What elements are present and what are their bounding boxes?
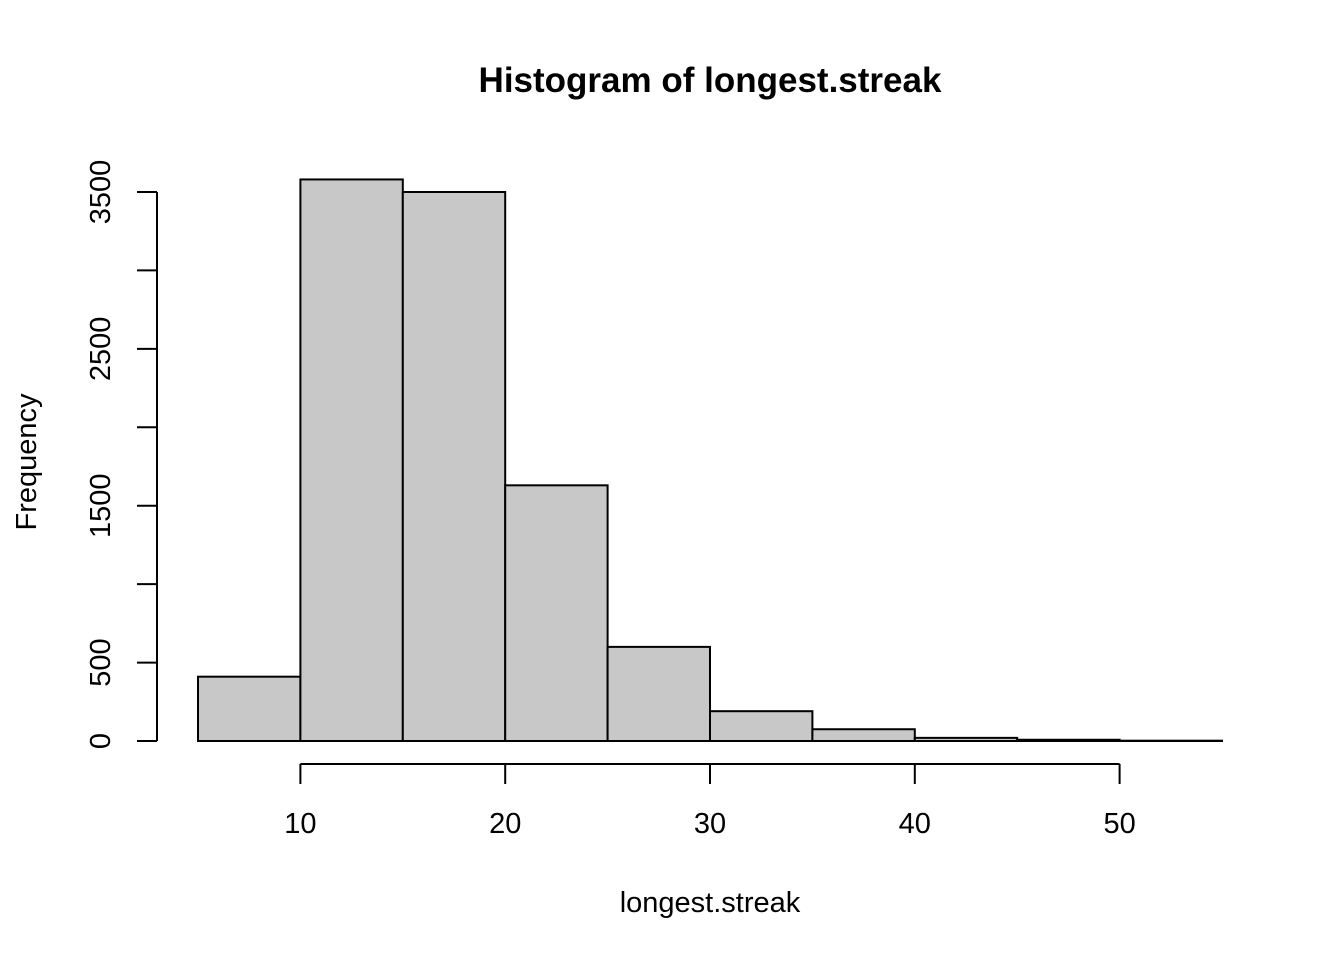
- histogram-bar-8: [1016, 738, 1121, 742]
- histogram-bar-0: [197, 675, 302, 743]
- x-tick-label-4: 50: [1103, 808, 1135, 840]
- histogram-bar-6: [811, 728, 916, 743]
- x-axis-label: longest.streak: [620, 887, 801, 919]
- y-axis: 0 500 1500 2500 3500: [85, 160, 158, 749]
- x-tick-label-0: 10: [284, 808, 316, 840]
- histogram-bar-3: [504, 484, 609, 742]
- histogram-bar-7: [913, 736, 1019, 742]
- y-tick-label-7: 3500: [85, 160, 117, 225]
- x-tick-label-2: 30: [694, 808, 726, 840]
- y-axis-label: Frequency: [11, 393, 43, 531]
- y-tick-label-1: 500: [85, 638, 117, 686]
- x-tick-label-1: 20: [489, 808, 521, 840]
- histogram-bar-1: [299, 178, 404, 743]
- y-tick-label-5: 2500: [85, 317, 117, 382]
- bars-group: [197, 178, 1223, 743]
- histogram-bar-4: [606, 645, 711, 743]
- y-tick-label-3: 1500: [85, 473, 117, 538]
- y-tick-label-0: 0: [85, 733, 117, 749]
- chart-title: Histogram of longest.streak: [479, 61, 942, 100]
- histogram-bar-5: [709, 710, 814, 742]
- x-tick-label-3: 40: [899, 808, 931, 840]
- x-axis: 10 20 30 40 50: [284, 763, 1136, 840]
- histogram-bar-2: [401, 191, 507, 742]
